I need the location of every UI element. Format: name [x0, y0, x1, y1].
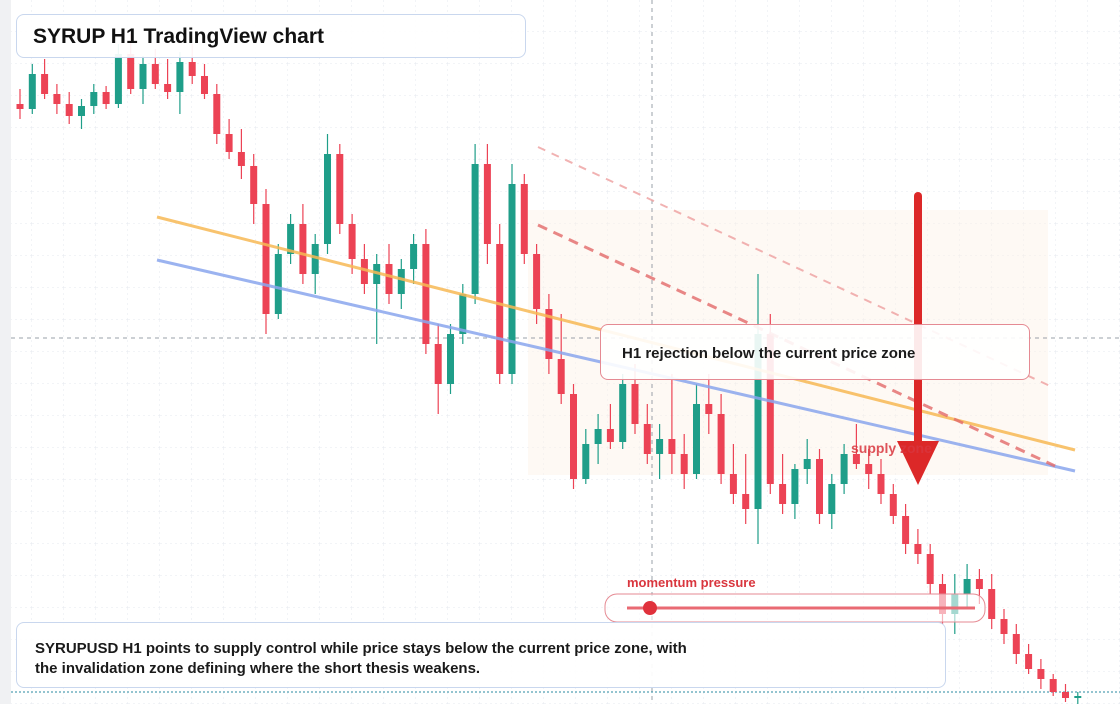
candle-body — [963, 579, 971, 594]
candle-body — [520, 184, 528, 254]
candle-body — [656, 439, 664, 454]
candle-body — [1037, 669, 1045, 679]
candle-body — [397, 269, 405, 294]
candle-body — [41, 74, 49, 94]
candle-body — [779, 484, 787, 504]
candle-body — [606, 429, 614, 442]
candle-body — [668, 439, 676, 454]
candle-body — [754, 334, 762, 509]
candle-body — [188, 62, 196, 76]
candle-body — [250, 166, 258, 204]
candle-body — [643, 424, 651, 454]
zone-label: supply zone — [851, 440, 932, 456]
candle-body — [102, 92, 110, 104]
candle-body — [274, 254, 282, 314]
candle-body — [336, 154, 344, 224]
candle-body — [680, 454, 688, 474]
candle-body — [557, 359, 565, 394]
summary: SYRUPUSD H1 points to supply control whi… — [16, 622, 946, 688]
summary-text: SYRUPUSD H1 points to supply control whi… — [35, 640, 687, 677]
candle-body — [78, 106, 85, 116]
candle-body — [90, 92, 98, 106]
candle-body — [151, 64, 159, 84]
candle-body — [988, 589, 996, 619]
title: SYRUP H1 TradingView chart — [16, 14, 526, 58]
meter-label: momentum pressure — [627, 575, 756, 590]
candle-body — [496, 244, 504, 374]
candle-body — [889, 494, 897, 516]
candle-body — [139, 64, 147, 89]
candle-body — [324, 154, 331, 244]
candle-body — [410, 244, 418, 269]
candle-body — [471, 164, 479, 294]
meter-knob — [643, 601, 657, 615]
candle-body — [348, 224, 356, 259]
candle-body — [213, 94, 221, 134]
candle-body — [447, 334, 454, 384]
candle-body — [803, 459, 811, 469]
candle-body — [840, 454, 848, 484]
candle-body — [717, 414, 725, 474]
candle-body — [237, 152, 245, 166]
candle-body — [582, 444, 590, 479]
candle-body — [705, 404, 713, 414]
candle-body — [299, 224, 307, 274]
candle-body — [176, 62, 184, 92]
candle-body — [594, 429, 602, 444]
side-strip — [0, 0, 11, 704]
candle-body — [828, 484, 836, 514]
candle-body — [262, 204, 270, 314]
candle-body — [570, 394, 577, 479]
candle-body — [865, 464, 873, 474]
callout: H1 rejection below the current price zon… — [600, 324, 1030, 380]
candle-body — [16, 104, 24, 109]
candle-body — [816, 459, 823, 514]
candle-body — [1049, 679, 1057, 692]
candle-body — [1025, 654, 1033, 669]
candle-body — [1012, 634, 1020, 654]
candle-body — [766, 334, 774, 484]
candle-body — [693, 404, 700, 474]
candle-body — [360, 259, 368, 284]
candle-body — [483, 164, 491, 244]
candle-body — [225, 134, 233, 152]
candle-body — [164, 84, 172, 92]
candle-body — [201, 76, 208, 94]
candle-body — [114, 54, 122, 104]
candle-body — [729, 474, 737, 494]
candle-body — [852, 454, 860, 464]
candle-body — [434, 344, 442, 384]
candle-body — [545, 309, 553, 359]
candle-body — [1000, 619, 1008, 634]
candle-body — [533, 254, 541, 309]
candle-body — [422, 244, 430, 344]
candle-body — [1074, 696, 1082, 698]
candle-body — [65, 104, 73, 116]
candle-body — [28, 74, 36, 109]
candle-body — [975, 579, 983, 589]
candle-body — [877, 474, 885, 494]
candle-body — [619, 384, 627, 442]
candle-body — [311, 244, 319, 274]
arrow-head — [897, 441, 939, 485]
candle-body — [742, 494, 750, 509]
candle-body — [1062, 692, 1069, 698]
candle-body — [508, 184, 516, 374]
candle-body — [902, 516, 910, 544]
candle-body — [791, 469, 799, 504]
candle-body — [631, 384, 639, 424]
candle-body — [53, 94, 61, 104]
candle-body — [127, 54, 135, 89]
candle-body — [914, 544, 922, 554]
candle-body — [287, 224, 295, 254]
candle-body — [459, 294, 467, 334]
candles — [16, 34, 1082, 704]
candle-body — [385, 264, 393, 294]
candle-body — [926, 554, 934, 584]
